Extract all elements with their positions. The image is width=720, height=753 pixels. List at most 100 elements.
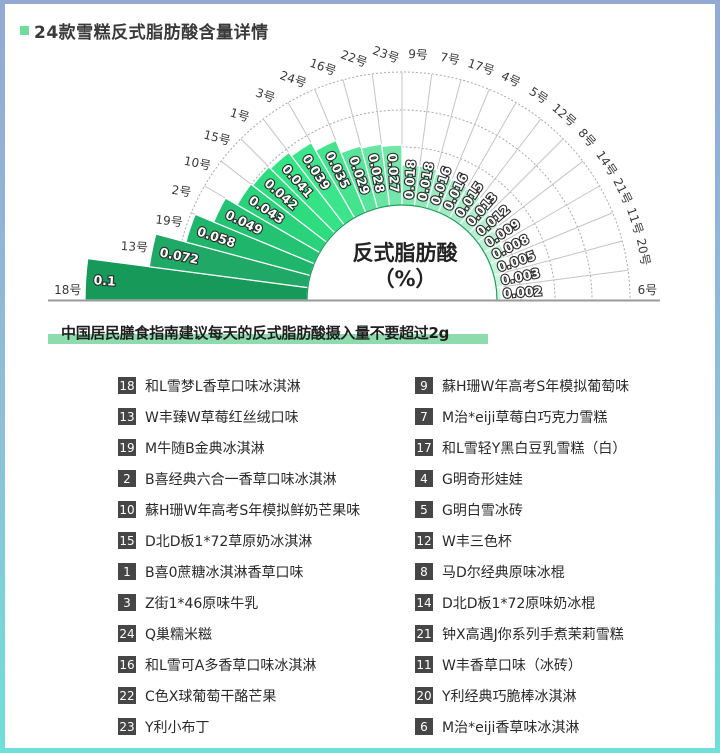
product-name: D北D板1*72草原奶冰淇淋 (145, 533, 313, 550)
number-badge: 12 (415, 532, 433, 549)
category-label: 5号 (527, 84, 551, 107)
value-label: 0.002 (502, 283, 542, 301)
grid-spoke (489, 212, 613, 265)
legend-item: 5 G明白雪冰砖 (415, 494, 629, 525)
product-name: 和L雪梦L香草口味冰淇淋 (145, 378, 301, 395)
legend-item: 10 蘇H珊W年高考S年模拟鲜奶芒果味 (118, 494, 360, 525)
number-badge: 9 (415, 377, 433, 394)
category-label: 22号 (339, 47, 369, 69)
product-name: 蘇H珊W年高考S年模拟葡萄味 (442, 378, 630, 395)
center-label-title: 反式脂肪酸 (352, 241, 458, 265)
product-name: C色X球葡萄干酪芒果 (145, 688, 277, 705)
product-name: G明白雪冰砖 (442, 502, 523, 519)
number-badge: 6 (415, 718, 433, 735)
number-badge: 15 (118, 532, 136, 549)
category-label: 9号 (408, 47, 429, 62)
number-badge: 2 (118, 470, 136, 487)
legend-item: 13 W丰臻W草莓红丝绒口味 (118, 401, 360, 432)
value-label: 0.1 (93, 272, 116, 288)
grid-spoke (484, 185, 600, 253)
category-label: 7号 (439, 50, 461, 68)
category-label: 19号 (155, 212, 184, 229)
category-label: 20号 (634, 237, 653, 266)
polar-bar-chart: 0.10.0720.0580.0490.0430.0420.0410.0390.… (48, 43, 660, 302)
legend-right-column: 9 蘇H珊W年高考S年模拟葡萄味 7 M治*eiji草莓白巧克力雪糕 17 和L雪轻Y… (415, 370, 629, 742)
product-name: M牛随B金典冰淇淋 (145, 440, 265, 457)
category-label: 12号 (549, 101, 579, 130)
number-badge: 20 (415, 687, 433, 704)
product-name: Y利小布丁 (145, 719, 210, 736)
category-label: 16号 (308, 56, 338, 78)
product-name: 和L雪轻Y黑白豆乳雪糕（白） (442, 440, 627, 457)
category-label: 3号 (254, 86, 277, 106)
product-name: W丰臻W草莓红丝绒口味 (145, 409, 299, 426)
legend-item: 17 和L雪轻Y黑白豆乳雪糕（白） (415, 432, 629, 463)
category-label: 8号 (575, 126, 598, 150)
legend-item: 9 蘇H珊W年高考S年模拟葡萄味 (415, 370, 629, 401)
category-label: 10号 (183, 154, 213, 173)
legend-item: 22 C色X球葡萄干酪芒果 (118, 680, 360, 711)
product-name: B喜0蔗糖冰淇淋香草口味 (145, 564, 304, 581)
category-label: 11号 (624, 206, 646, 236)
legend-item: 16 和L雪可A多香草口味冰淇淋 (118, 649, 360, 680)
number-badge: 3 (118, 594, 136, 611)
category-label: 2号 (171, 183, 193, 200)
category-label: 1号 (228, 105, 251, 124)
grid-spoke (493, 240, 623, 276)
number-badge: 1 (118, 563, 136, 580)
product-name: D北D板1*72原味奶冰棍 (442, 595, 596, 612)
legend-item: 8 马D尔经典原味冰棍 (415, 556, 629, 587)
legend-item: 4 G明奇形娃娃 (415, 463, 629, 494)
category-label: 15号 (202, 128, 232, 148)
number-badge: 4 (415, 470, 433, 487)
number-badge: 21 (415, 625, 433, 642)
product-name: M治*eiji香草味冰淇淋 (442, 719, 580, 736)
legend-item: 19 M牛随B金典冰淇淋 (118, 432, 360, 463)
category-label: 21号 (610, 176, 635, 207)
guideline-note: 中国居民膳食指南建议每天的反式脂肪酸摄入量不要超过2g (48, 322, 488, 346)
center-label-unit: （%） (373, 267, 437, 291)
category-label: 18号 (54, 283, 81, 297)
note-highlight (48, 334, 488, 344)
legend-left-column: 18 和L雪梦L香草口味冰淇淋 13 W丰臻W草莓红丝绒口味 19 M牛随B金典冰淇淋… (118, 370, 360, 742)
legend-item: 11 W丰香草口味（冰砖） (415, 649, 629, 680)
product-name: B喜经典六合一香草口味冰淇淋 (145, 471, 337, 488)
legend-item: 24 Q巢糯米糍 (118, 618, 360, 649)
value-label: 0.027 (385, 153, 403, 193)
number-badge: 10 (118, 501, 136, 518)
legend-item: 14 D北D板1*72原味奶冰棍 (415, 587, 629, 618)
inner-rim (306, 204, 498, 301)
product-name: W丰香草口味（冰砖） (442, 657, 582, 674)
product-name: G明奇形娃娃 (442, 471, 523, 488)
legend-item: 6 M治*eiji香草味冰淇淋 (415, 711, 629, 742)
legend-item: 18 和L雪梦L香草口味冰淇淋 (118, 370, 360, 401)
number-badge: 11 (415, 656, 433, 673)
number-badge: 18 (118, 377, 136, 394)
product-name: Z街1*46原味牛乳 (145, 595, 259, 612)
number-badge: 8 (415, 563, 433, 580)
product-name: 钟X高遇J你系列手煮茉莉雪糕 (442, 626, 624, 643)
product-name: W丰三色杯 (442, 533, 512, 550)
number-badge: 14 (415, 594, 433, 611)
legend-item: 7 M治*eiji草莓白巧克力雪糕 (415, 401, 629, 432)
chart-center-label: 反式脂肪酸 （%） (330, 240, 480, 292)
category-label: 13号 (120, 239, 148, 255)
legend-item: 20 Y利经典巧脆棒冰淇淋 (415, 680, 629, 711)
product-name: 马D尔经典原味冰棍 (442, 564, 565, 581)
legend-item: 12 W丰三色杯 (415, 525, 629, 556)
number-badge: 24 (118, 625, 136, 642)
number-badge: 16 (118, 656, 136, 673)
title-square-icon (20, 25, 29, 35)
product-name: M治*eiji草莓白巧克力雪糕 (442, 409, 608, 426)
category-label: 4号 (499, 69, 523, 90)
number-badge: 19 (118, 439, 136, 456)
category-label: 14号 (593, 148, 620, 178)
product-name: Y利经典巧脆棒冰淇淋 (442, 688, 577, 705)
title-row: 24款雪糕反式脂肪酸含量详情 (20, 19, 269, 43)
legend-item: 1 B喜0蔗糖冰淇淋香草口味 (118, 556, 360, 587)
legend-item: 2 B喜经典六合一香草口味冰淇淋 (118, 463, 360, 494)
grid-ring (211, 109, 593, 301)
legend-item: 23 Y利小布丁 (118, 711, 360, 742)
product-name: 和L雪可A多香草口味冰淇淋 (145, 657, 317, 674)
number-badge: 7 (415, 408, 433, 425)
